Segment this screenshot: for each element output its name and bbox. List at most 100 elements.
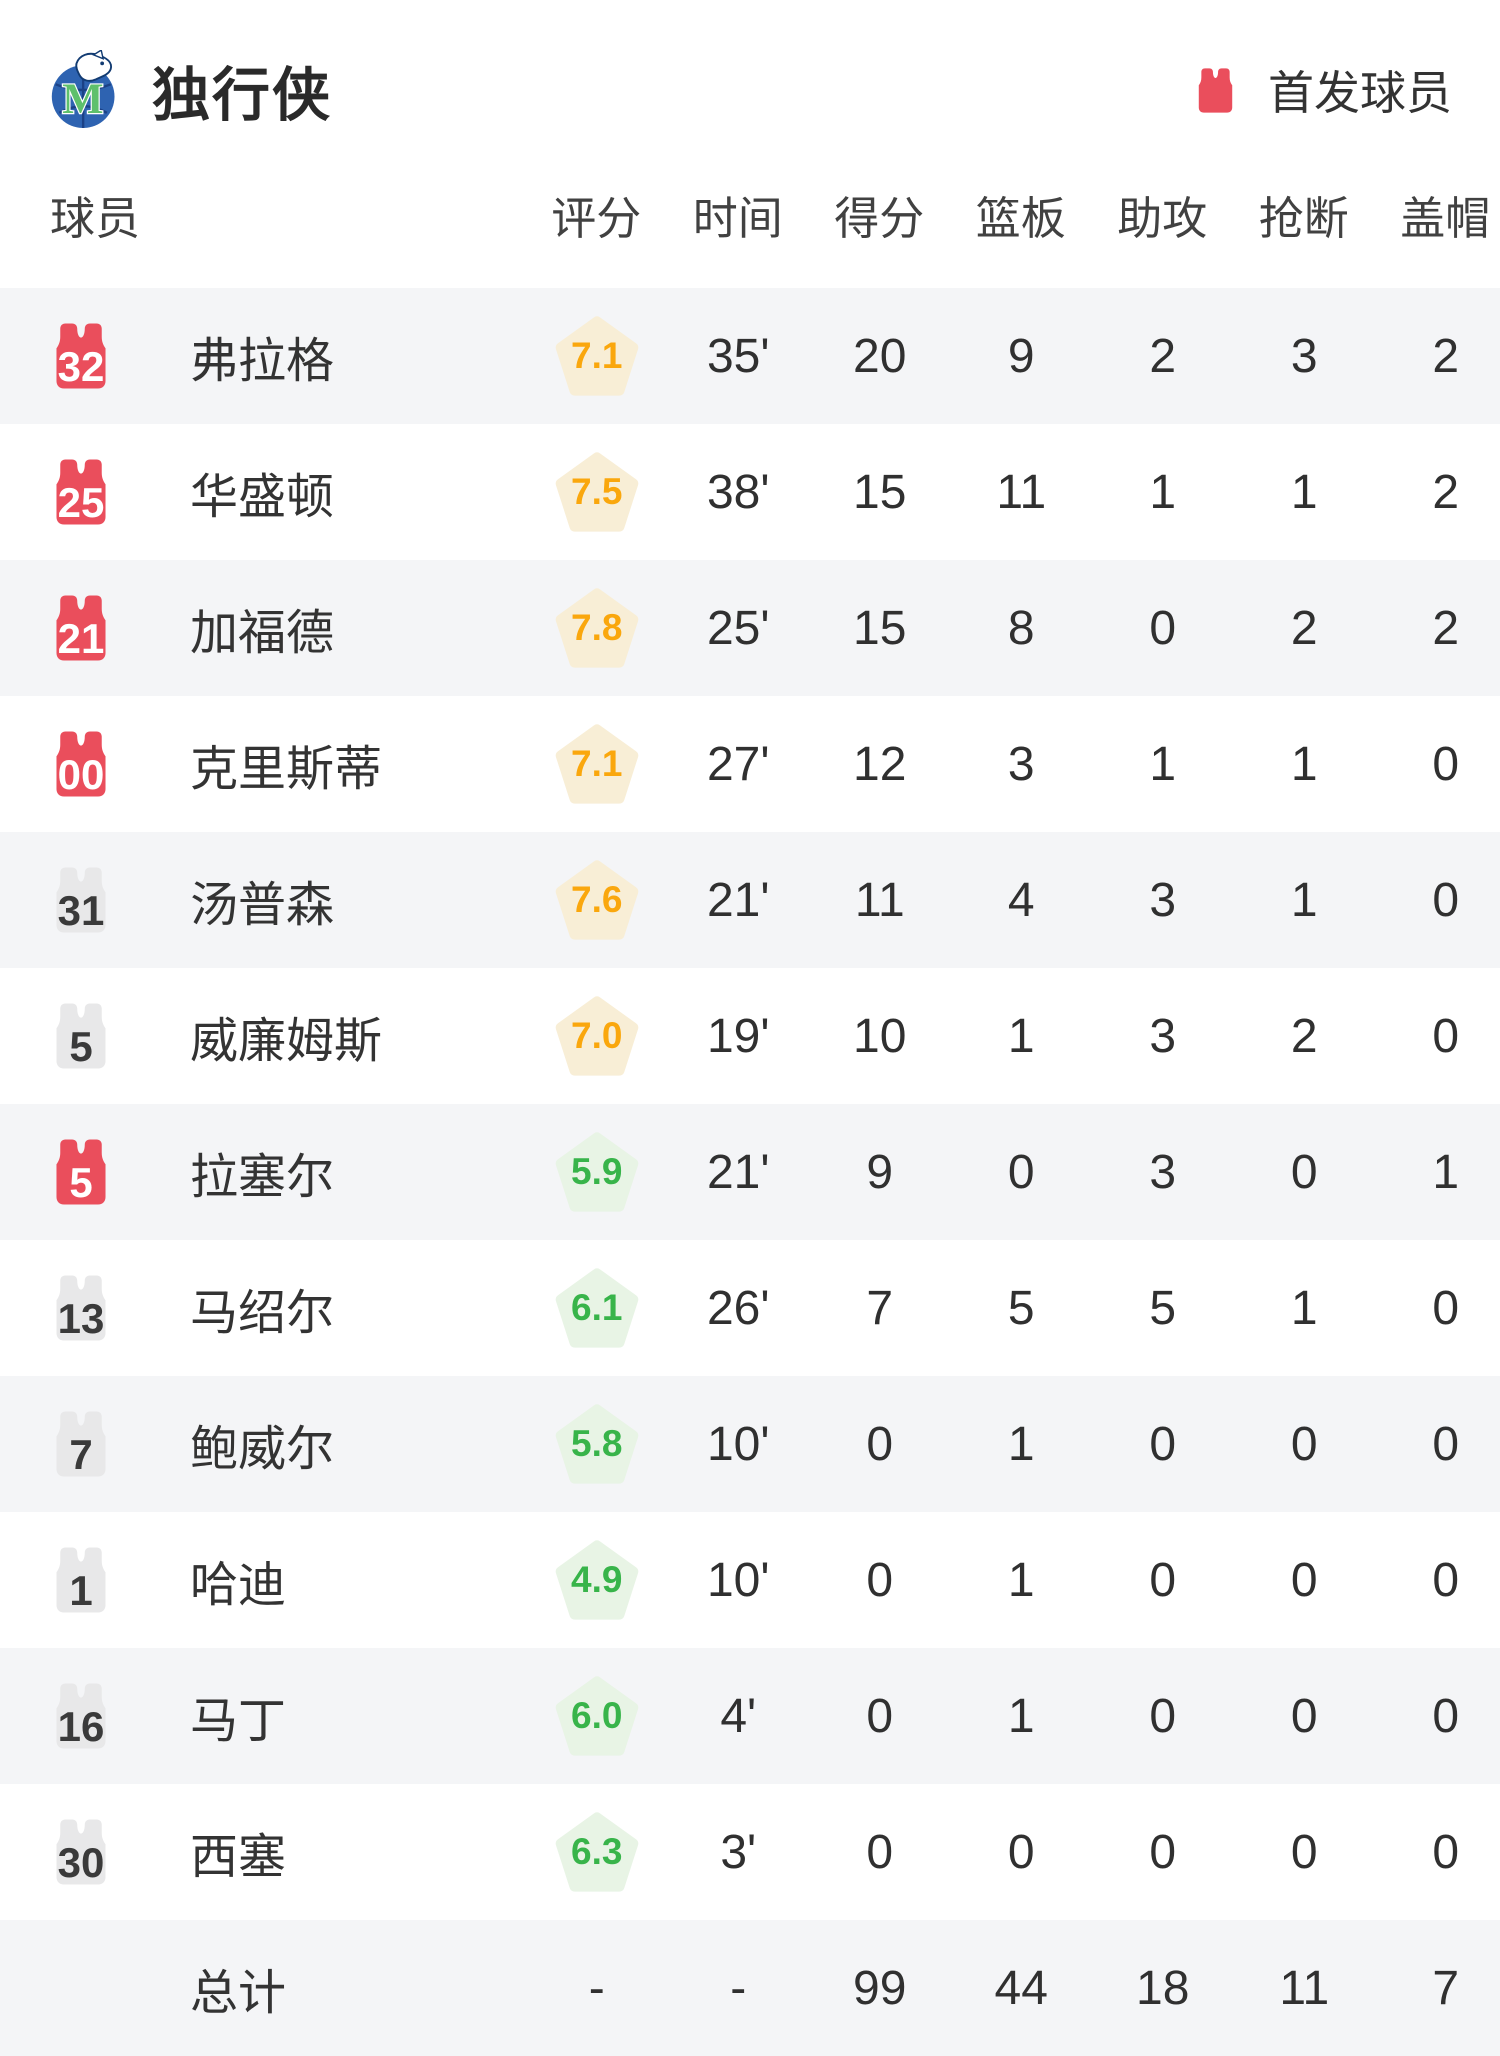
total-assists-cell: 18 [1136,1961,1190,2015]
jersey-icon: 7 [48,1408,114,1480]
blocks-cell: 0 [1432,1689,1460,1743]
rating-value: 7.6 [571,879,623,920]
total-rebounds-cell: 44 [994,1961,1048,2015]
steals-cell: 0 [1290,1417,1318,1471]
table-row[interactable]: 31 汤普森 7.6 21' 11 4 3 1 0 [0,832,1500,968]
column-time: 时间 [692,192,783,244]
column-rating: 评分 [551,192,642,244]
time-cell: 26' [706,1281,770,1335]
steals-cell: 0 [1290,1825,1318,1879]
team-logo-icon: M [51,50,115,128]
blocks-cell: 1 [1432,1145,1460,1199]
rebounds-cell: 1 [1007,1417,1035,1471]
points-cell: 10 [853,1009,907,1063]
table-column-header: 球员 评分 时间 得分 篮板 助攻 抢断 盖帽 [0,140,1500,288]
table-row[interactable]: 1 哈迪 4.9 10' 0 1 0 0 0 [0,1512,1500,1648]
assists-cell: 0 [1149,1689,1177,1743]
time-cell: 35' [706,329,770,383]
jersey-number: 21 [57,615,105,662]
points-cell: 0 [866,1417,894,1471]
total-points-cell: 99 [853,1961,907,2015]
rebounds-cell: 5 [1007,1281,1035,1335]
table-row[interactable]: 21 加福德 7.8 25' 15 8 0 2 2 [0,560,1500,696]
rating-cell: 6.1 [526,1268,668,1348]
jersey-icon: 31 [48,864,114,936]
time-cell: 4' [720,1689,757,1743]
player-cell: 00 克里斯蒂 [0,728,526,800]
rating-value: 5.9 [571,1151,623,1192]
time-cell: 38' [706,465,770,519]
total-rating-cell: - [588,1961,605,2015]
jersey-number: 32 [57,343,105,390]
steals-cell: 1 [1290,737,1318,791]
blocks-cell: 2 [1432,601,1460,655]
points-cell: 0 [866,1825,894,1879]
assists-cell: 3 [1149,873,1177,927]
steals-cell: 0 [1290,1689,1318,1743]
starter-legend-label: 首发球员 [1268,67,1452,119]
points-cell: 9 [866,1145,894,1199]
table-row[interactable]: 25 华盛顿 7.5 38' 15 11 1 1 2 [0,424,1500,560]
rebounds-cell: 0 [1007,1825,1035,1879]
player-name: 弗拉格 [190,335,335,388]
rebounds-cell: 1 [1007,1553,1035,1607]
jersey-number: 30 [57,1839,105,1886]
rating-value: 7.1 [571,743,623,784]
points-cell: 0 [866,1689,894,1743]
rating-badge: 7.5 [555,452,639,532]
rating-badge: 7.1 [555,724,639,804]
player-name: 克里斯蒂 [190,743,383,796]
rating-badge: 4.9 [555,1540,639,1620]
column-points: 得分 [834,192,925,244]
points-cell: 20 [853,329,907,383]
player-cell: 31 汤普森 [0,864,526,936]
time-cell: 3' [720,1825,757,1879]
table-row[interactable]: 13 马绍尔 6.1 26' 7 5 5 1 0 [0,1240,1500,1376]
rebounds-cell: 1 [1007,1009,1035,1063]
table-row[interactable]: 5 威廉姆斯 7.0 19' 10 1 3 2 0 [0,968,1500,1104]
points-cell: 11 [854,873,905,927]
time-cell: 25' [706,601,770,655]
rating-cell: 5.8 [526,1404,668,1484]
table-row[interactable]: 5 拉塞尔 5.9 21' 9 0 3 0 1 [0,1104,1500,1240]
starter-jersey-icon [1198,67,1233,113]
time-cell: 19' [706,1009,770,1063]
jersey-number: 16 [57,1703,105,1750]
table-row[interactable]: 00 克里斯蒂 7.1 27' 12 3 1 1 0 [0,696,1500,832]
player-name: 威廉姆斯 [190,1015,383,1068]
rating-badge: 6.3 [555,1812,639,1892]
assists-cell: 0 [1149,1553,1177,1607]
player-cell: 5 拉塞尔 [0,1136,526,1208]
player-name: 马绍尔 [190,1287,335,1340]
jersey-icon: 16 [48,1680,114,1752]
table-row[interactable]: 32 弗拉格 7.1 35' 20 9 2 3 2 [0,288,1500,424]
blocks-cell: 0 [1432,1417,1460,1471]
team-header: M 独行侠 首发球员 [0,0,1500,140]
steals-cell: 2 [1290,1009,1318,1063]
jersey-icon: 5 [48,1000,114,1072]
player-cell: 25 华盛顿 [0,456,526,528]
rating-badge: 7.0 [555,996,639,1076]
player-name: 鲍威尔 [190,1423,335,1476]
rebounds-cell: 8 [1007,601,1035,655]
jersey-number: 31 [57,887,105,934]
table-row[interactable]: 16 马丁 6.0 4' 0 1 0 0 0 [0,1648,1500,1784]
assists-cell: 0 [1149,1417,1177,1471]
time-cell: 21' [706,1145,770,1199]
rebounds-cell: 11 [996,465,1047,519]
rating-badge: 6.0 [555,1676,639,1756]
blocks-cell: 0 [1432,1553,1460,1607]
jersey-icon: 21 [48,592,114,664]
rating-value: 7.0 [571,1015,623,1056]
rebounds-cell: 4 [1007,873,1035,927]
points-cell: 15 [853,465,907,519]
jersey-number: 13 [57,1295,105,1342]
table-row[interactable]: 30 西塞 6.3 3' 0 0 0 0 0 [0,1784,1500,1920]
total-steals-cell: 11 [1279,1961,1330,2015]
jersey-number: 00 [57,751,105,798]
steals-cell: 1 [1290,465,1318,519]
rating-cell: 7.1 [526,316,668,396]
player-cell: 1 哈迪 [0,1544,526,1616]
table-row[interactable]: 7 鲍威尔 5.8 10' 0 1 0 0 0 [0,1376,1500,1512]
rating-badge: 5.9 [555,1132,639,1212]
